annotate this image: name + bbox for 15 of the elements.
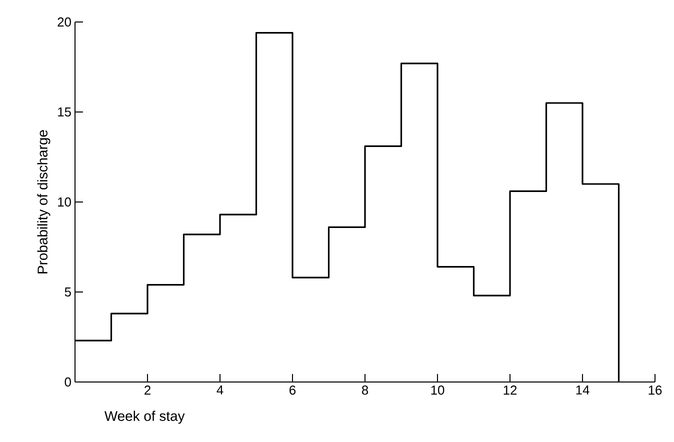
y-tick-label: 5	[64, 287, 71, 297]
x-tick-label: 14	[576, 386, 590, 394]
x-tick-label: 12	[504, 386, 517, 395]
x-tick-label: 2	[144, 386, 150, 395]
x-tick-label: 16	[648, 386, 662, 395]
x-tick-label: 8	[362, 386, 368, 395]
y-tick-label: 0	[64, 377, 71, 387]
x-axis-title: Week of stay	[104, 410, 185, 424]
y-tick-label: 10	[58, 197, 71, 207]
y-tick-label: 15	[58, 107, 71, 117]
y-axis-title: Probability of discharge	[37, 130, 50, 274]
x-tick-label: 4	[216, 386, 224, 394]
x-tick-label: 10	[431, 386, 444, 395]
x-tick-label: 6	[290, 386, 296, 395]
y-tick-label: 20	[58, 17, 71, 27]
